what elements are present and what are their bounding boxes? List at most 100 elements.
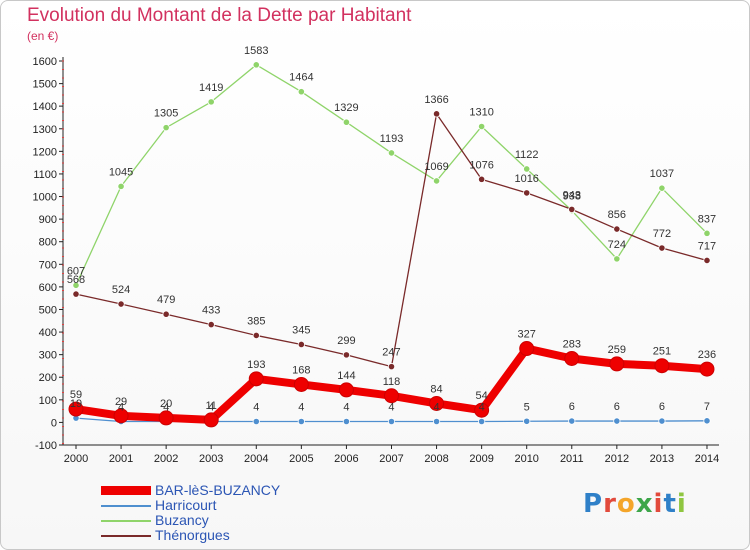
data-label: 1366	[424, 94, 448, 106]
legend-label: Thénorgues	[155, 527, 230, 543]
data-point	[252, 61, 260, 69]
data-label: 20	[160, 398, 172, 410]
y-tick-label: 1500	[33, 79, 57, 91]
data-point	[297, 88, 305, 96]
data-label: 1329	[334, 102, 358, 114]
y-tick-label: 1000	[33, 192, 57, 204]
y-tick-label: 600	[39, 282, 57, 294]
data-label: 54	[476, 390, 488, 402]
data-label: 938	[563, 191, 581, 203]
data-point	[68, 401, 84, 417]
data-point	[613, 225, 621, 233]
x-tick-label: 2000	[64, 453, 88, 465]
x-tick-label: 2008	[424, 453, 448, 465]
data-point	[478, 175, 486, 183]
data-label: 299	[337, 335, 355, 347]
x-tick-label: 2005	[289, 453, 313, 465]
data-label: 259	[608, 344, 626, 356]
data-point	[342, 118, 351, 126]
series-line	[75, 64, 708, 286]
data-label: 236	[698, 349, 716, 361]
data-point	[342, 351, 351, 359]
data-point	[613, 255, 621, 263]
y-tick-label: -100	[35, 440, 57, 452]
data-label: 4	[118, 402, 124, 414]
data-point	[72, 281, 80, 289]
data-point	[158, 410, 174, 426]
y-tick-label: 200	[39, 372, 57, 384]
data-point	[523, 417, 531, 425]
y-tick-label: 400	[39, 327, 57, 339]
data-label: 1037	[650, 168, 674, 180]
chart-subtitle: (en €)	[27, 29, 59, 43]
y-tick-label: 1200	[33, 146, 57, 158]
data-label: 1305	[154, 108, 178, 120]
x-tick-label: 2006	[334, 453, 358, 465]
y-tick-label: 0	[51, 417, 57, 429]
data-point	[248, 371, 264, 387]
data-point	[387, 417, 396, 426]
legend-label: Buzancy	[155, 512, 209, 528]
data-point	[117, 182, 125, 190]
data-point	[432, 110, 441, 118]
data-label: 193	[247, 359, 265, 371]
data-label: 6	[659, 401, 665, 413]
y-tick-label: 700	[39, 259, 57, 271]
y-tick-label: 100	[39, 395, 57, 407]
data-label: 4	[433, 402, 439, 414]
data-label: 1016	[514, 173, 538, 185]
data-label: 4	[388, 402, 394, 414]
data-point	[342, 417, 351, 426]
data-point	[207, 98, 215, 106]
x-tick-label: 2011	[560, 453, 584, 465]
data-point	[703, 229, 711, 237]
data-label: 1419	[199, 82, 223, 94]
legend-label: BAR-lèS-BUZANCY	[155, 482, 281, 498]
data-label: 1122	[515, 149, 539, 161]
data-point	[432, 417, 441, 426]
y-tick-label: 300	[39, 350, 57, 362]
legend-label: Harricourt	[155, 497, 217, 513]
data-point	[383, 388, 399, 404]
y-tick-label: 1100	[33, 169, 57, 181]
x-tick-label: 2003	[199, 453, 223, 465]
data-label: 6	[614, 401, 620, 413]
data-label: 856	[608, 209, 626, 221]
data-point	[297, 340, 305, 349]
data-point	[162, 124, 170, 132]
data-point	[658, 244, 666, 252]
data-label: 59	[70, 389, 82, 401]
data-label: 345	[292, 324, 310, 336]
legend-swatch	[101, 505, 151, 507]
data-label: 5	[524, 401, 530, 413]
x-tick-label: 2013	[650, 453, 674, 465]
legend-swatch	[101, 486, 151, 495]
legend-swatch	[101, 535, 151, 537]
x-tick-label: 2007	[379, 453, 403, 465]
data-label: 717	[698, 240, 716, 252]
data-point	[564, 350, 580, 366]
data-point	[387, 363, 396, 371]
data-label: 283	[563, 338, 581, 350]
data-point	[297, 417, 305, 426]
data-point	[609, 356, 625, 372]
x-tick-label: 2001	[109, 453, 133, 465]
data-label: 168	[292, 364, 310, 376]
data-label: 433	[202, 305, 220, 317]
data-point	[252, 331, 260, 340]
data-label: 837	[698, 213, 716, 225]
data-label: 524	[112, 284, 130, 296]
data-label: 144	[337, 370, 355, 382]
data-label: 4	[208, 402, 214, 414]
y-tick-label: 1300	[33, 124, 57, 136]
data-point	[478, 417, 486, 426]
data-label: 4	[298, 402, 304, 414]
data-point	[207, 321, 215, 329]
data-label: 247	[382, 347, 400, 359]
data-point	[429, 395, 445, 411]
data-label: 4	[479, 402, 485, 414]
data-label: 1069	[424, 161, 448, 173]
data-point	[523, 189, 531, 197]
data-label: 4	[343, 402, 349, 414]
